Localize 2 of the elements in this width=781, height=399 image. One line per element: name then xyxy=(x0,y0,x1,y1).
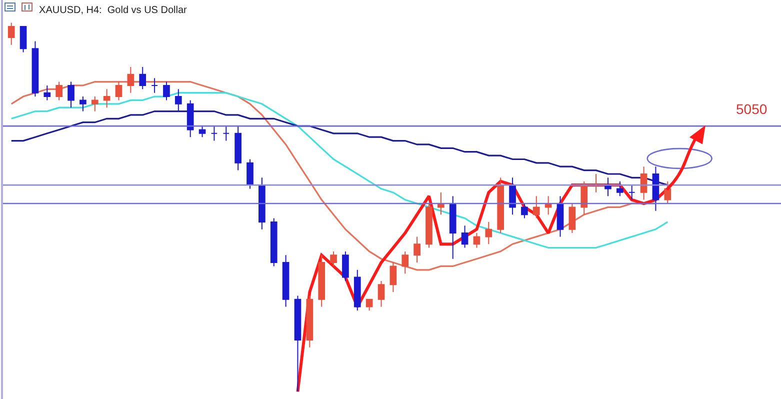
text: 5050 xyxy=(736,101,768,117)
chart-title: XAUUSD, H4: Gold vs US Dollar xyxy=(39,4,188,16)
